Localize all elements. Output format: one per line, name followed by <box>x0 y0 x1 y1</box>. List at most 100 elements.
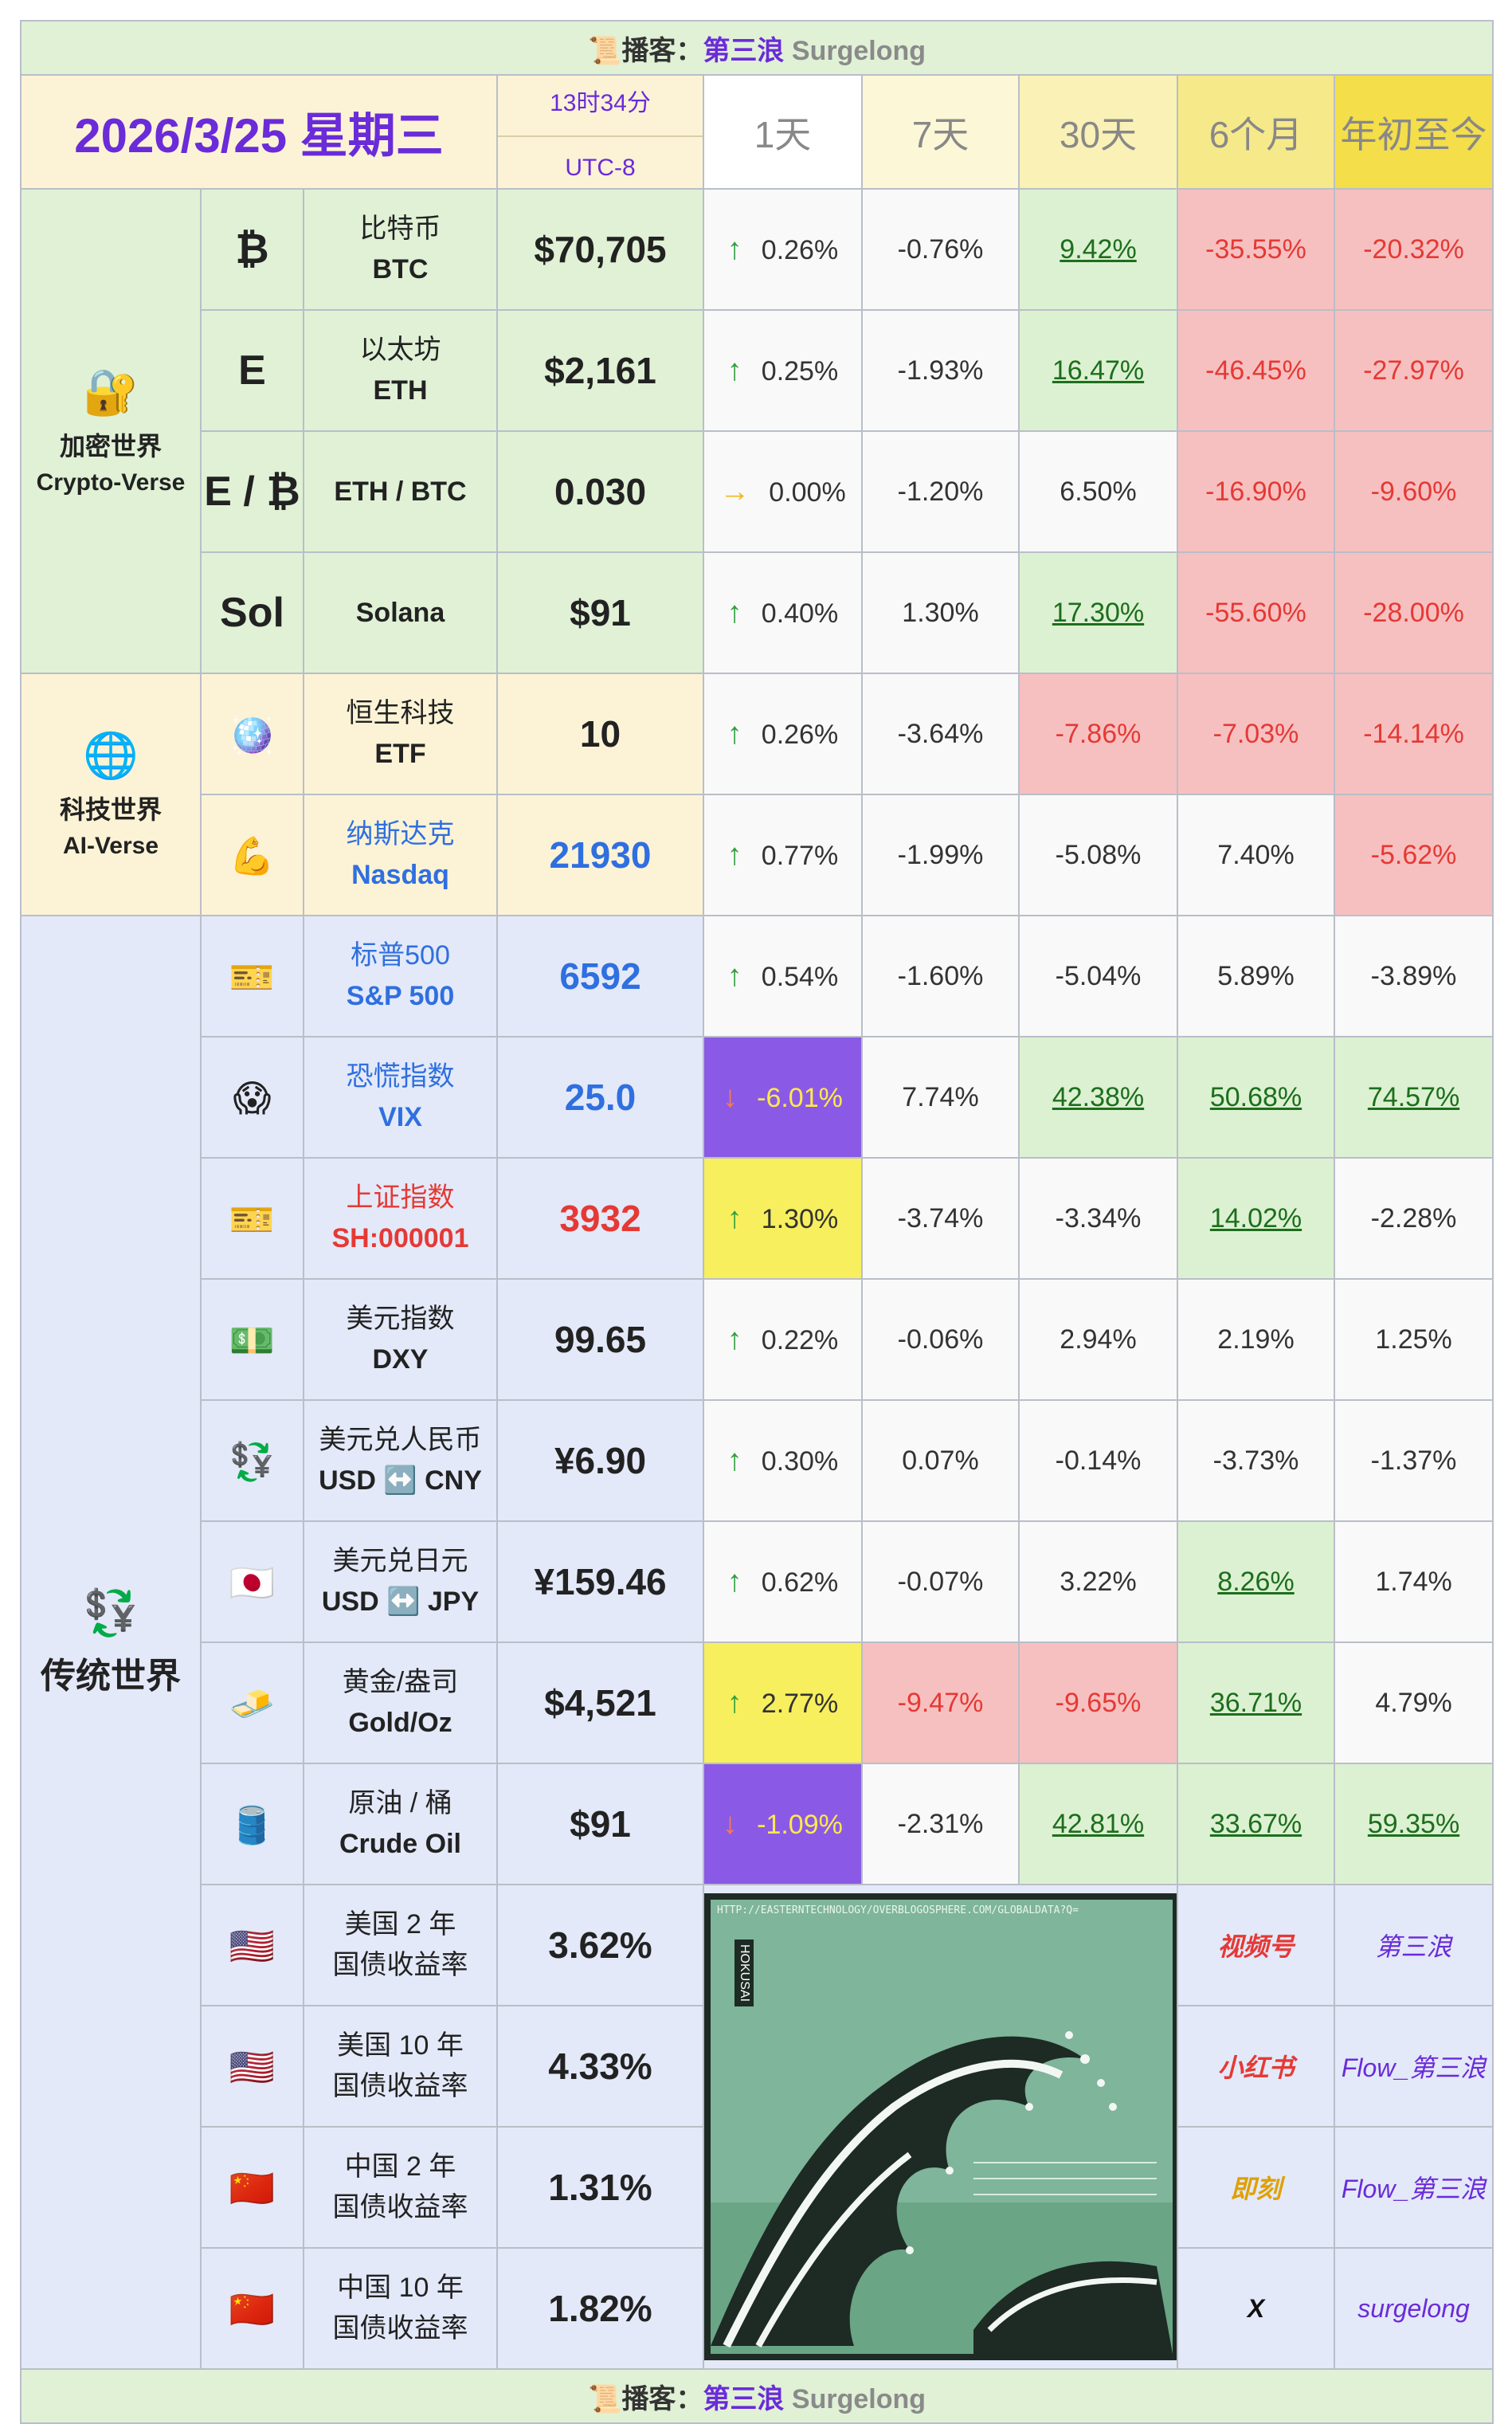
change-cell: -9.60% <box>1333 430 1494 553</box>
change-value: -3.34% <box>1055 1202 1142 1234</box>
change-cell: -55.60% <box>1177 551 1335 674</box>
change-cell: 7.74% <box>861 1036 1020 1159</box>
social-platform: 即刻 <box>1177 2126 1335 2249</box>
row-icon: 🇨🇳 <box>200 2126 304 2249</box>
change-cell: 2.19% <box>1177 1278 1335 1401</box>
name: 比特币 <box>359 214 441 244</box>
row-name: 中国 2 年国债收益率 <box>303 2126 498 2249</box>
data-row: 😱 恐慌指数 VIX 25.0 ↓ -6.01% 7.74% 42.38% 50.68% 74.5… <box>21 1036 1494 1159</box>
social-platform: 视频号 <box>1177 1884 1335 2006</box>
name: 黄金/盎司 <box>342 1667 459 1697</box>
change-value: -9.60% <box>1370 476 1457 507</box>
change-value: -9.65% <box>1055 1687 1142 1718</box>
icon: 🇺🇸 <box>229 2046 276 2088</box>
data-row: 🇨🇳 中国 2 年国债收益率 1.31% 即刻 Flow_第三浪 <box>21 2126 1494 2249</box>
data-row: 🇺🇸 美国 2 年国债收益率 3.62% HTTP://EASTERNTECHNOLO… <box>21 1884 1494 2370</box>
group-name: 传统世界 <box>41 1657 181 1696</box>
change-value: -14.14% <box>1363 718 1464 749</box>
banner-label: 播客： <box>621 2383 703 2414</box>
social-platform: 小红书 <box>1177 2005 1335 2128</box>
code: VIX <box>378 1102 422 1132</box>
change-value: 5.89% <box>1217 960 1295 991</box>
change-cell: -0.06% <box>861 1278 1020 1401</box>
price: 3.62% <box>496 1884 704 2006</box>
change-cell: ↑ 2.77% <box>703 1641 863 1764</box>
icon: 💱 <box>229 1441 276 1482</box>
change-cell: -0.14% <box>1018 1399 1178 1522</box>
row-name: 原油 / 桶 Crude Oil <box>303 1763 498 1885</box>
name: 美元兑日元 <box>332 1546 468 1576</box>
trend-arrow: ↑ <box>727 232 742 266</box>
row-name: 恐慌指数 VIX <box>303 1036 498 1159</box>
social-handle: Flow_第三浪 <box>1333 2126 1494 2249</box>
change-value: 0.62% <box>761 1567 839 1598</box>
group-name: 科技世界 <box>59 795 162 824</box>
group-name-en: AI-Verse <box>62 833 159 859</box>
change-value: 0.30% <box>761 1445 839 1477</box>
change-cell: -27.97% <box>1333 309 1494 432</box>
price: 6592 <box>496 915 704 1037</box>
group-cell: 💱 传统世界 <box>20 915 202 2370</box>
change-cell: 36.71% <box>1177 1641 1335 1764</box>
subname: 国债收益率 <box>332 2192 468 2222</box>
data-row: E 以太坊 ETH $2,161 ↑ 0.25% -1.93% 16.47% -46.45% -2… <box>21 309 1494 432</box>
name: 美元指数 <box>346 1304 455 1334</box>
change-cell: -5.04% <box>1018 915 1178 1037</box>
change-cell: -20.32% <box>1333 188 1494 311</box>
change-value: 7.40% <box>1217 839 1295 870</box>
change-value: 0.22% <box>761 1324 839 1355</box>
row-name: 上证指数 SH:000001 <box>303 1157 498 1280</box>
change-cell: ↓ -1.09% <box>703 1763 863 1885</box>
symbol: Sol <box>220 590 284 636</box>
trend-arrow: ↑ <box>727 1201 742 1235</box>
row-icon: 🇯🇵 <box>200 1520 304 1643</box>
change-value: 3.22% <box>1060 1566 1137 1597</box>
row-name: 纳斯达克 Nasdaq <box>303 794 498 916</box>
date: 2026/3/25 星期三 <box>20 74 498 190</box>
change-value: -2.28% <box>1370 1202 1457 1234</box>
data-row: 🧈 黄金/盎司 Gold/Oz $4,521 ↑ 2.77% -9.47% -9.65% 36.… <box>21 1641 1494 1764</box>
change-cell: 17.30% <box>1018 551 1178 674</box>
banner-label: 播客： <box>621 35 703 66</box>
change-value: -3.73% <box>1212 1445 1299 1476</box>
change-value: 33.67% <box>1209 1808 1302 1839</box>
change-cell: -3.34% <box>1018 1157 1178 1280</box>
change-value: 9.42% <box>1060 233 1137 265</box>
data-row: 🇺🇸 美国 10 年国债收益率 4.33% 小红书 Flow_第三浪 <box>21 2005 1494 2128</box>
group-name: 加密世界 <box>59 432 162 461</box>
trend-arrow: ↑ <box>727 837 742 872</box>
row-icon: 🛢️ <box>200 1763 304 1885</box>
data-row: 💱 美元兑人民币 USD ↔️ CNY ¥6.90 ↑ 0.30% 0.07% -0.14% -… <box>21 1399 1494 1522</box>
change-value: -46.45% <box>1205 355 1306 386</box>
icon: 🛢️ <box>229 1804 276 1845</box>
change-value: 1.74% <box>1375 1566 1452 1597</box>
row-name: 美元兑日元 USD ↔️ JPY <box>303 1520 498 1643</box>
change-cell: ↑ 0.77% <box>703 794 863 916</box>
banner-icon: 📜 <box>588 35 622 66</box>
row-icon: 💵 <box>200 1278 304 1401</box>
name: 中国 2 年 <box>344 2151 456 2182</box>
price: ¥6.90 <box>496 1399 704 1522</box>
column-header: 6个月 <box>1177 74 1335 190</box>
name: 美国 2 年 <box>344 1909 456 1940</box>
change-value: 14.02% <box>1209 1202 1302 1234</box>
change-value: 0.54% <box>761 961 839 992</box>
art-image: HTTP://EASTERNTECHNOLOGY/OVERBLOGOSPHERE… <box>703 1884 1178 2370</box>
change-value: -35.55% <box>1205 233 1306 265</box>
group-icon: 🔐 <box>83 367 139 417</box>
trend-arrow: ↑ <box>727 959 742 993</box>
change-cell: -1.37% <box>1333 1399 1494 1522</box>
change-cell: ↑ 0.40% <box>703 551 863 674</box>
code: S&P 500 <box>346 981 455 1011</box>
row-name: 中国 10 年国债收益率 <box>303 2247 498 2370</box>
data-row: 💱 传统世界 🎫 标普500 S&P 500 6592 ↑ 0.54% -1.60% -5.04%… <box>20 915 1494 2370</box>
change-value: -1.93% <box>897 355 984 386</box>
change-cell: 1.74% <box>1333 1520 1494 1643</box>
icon: 💵 <box>229 1320 276 1361</box>
trend-arrow: → <box>719 474 750 508</box>
change-value: 0.25% <box>761 355 839 386</box>
price: $2,161 <box>496 309 704 432</box>
change-value: 59.35% <box>1367 1808 1460 1839</box>
change-cell: ↓ -6.01% <box>703 1036 863 1159</box>
change-value: 1.25% <box>1375 1324 1452 1355</box>
